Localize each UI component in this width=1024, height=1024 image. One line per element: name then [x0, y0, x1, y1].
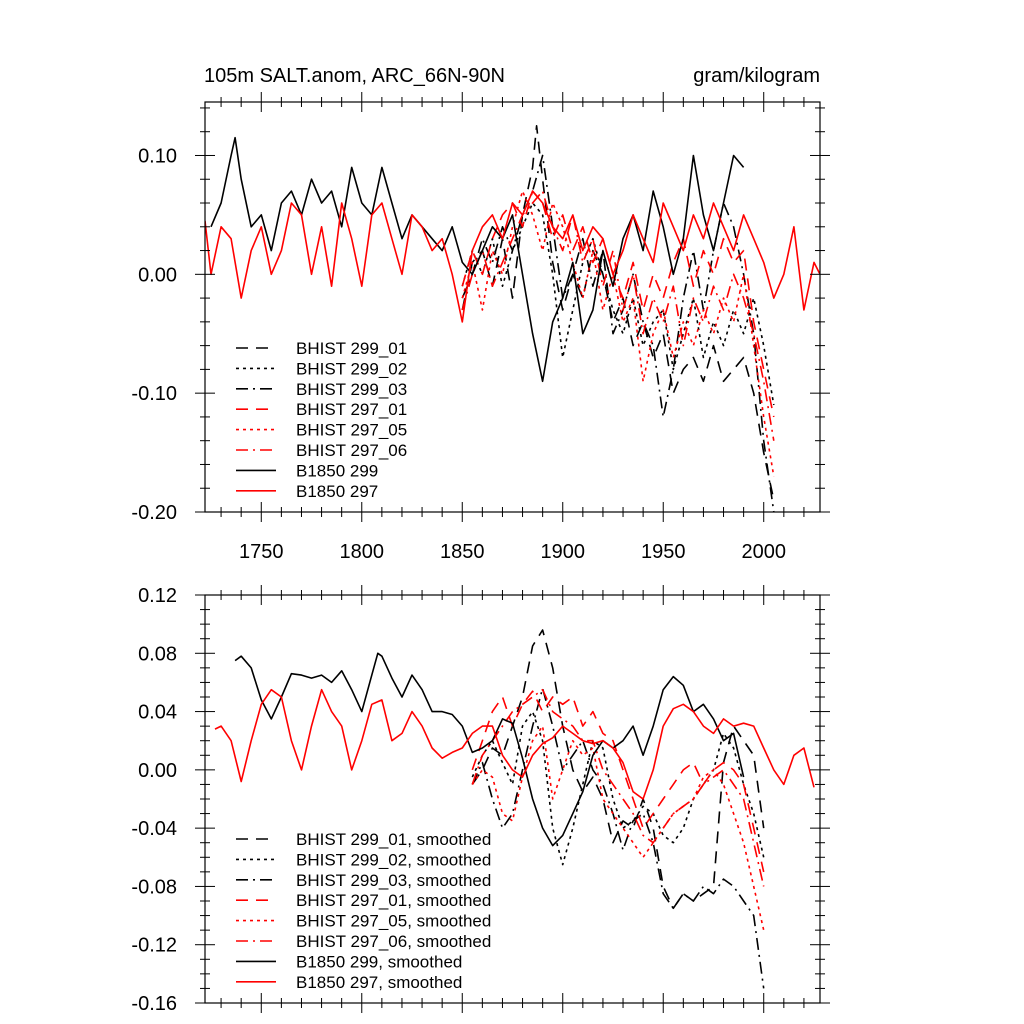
- bottom-legend-label-2: BHIST 299_02, smoothed: [296, 850, 491, 869]
- chart-title: 105m SALT.anom, ARC_66N-90N: [204, 65, 505, 87]
- top-x-tick-label: 2000: [741, 541, 786, 563]
- bottom-legend-label-8: B1850 297, smoothed: [296, 973, 462, 992]
- bottom-panel: -0.16 -0.12 -0.08 -0.04 0.00 0.04 0.08 0.12 BHIS…: [131, 585, 830, 1015]
- bottom-y-tick-label: 0.00: [138, 760, 177, 782]
- bottom-y-tick-label: 0.04: [138, 702, 177, 724]
- bottom-legend-label-5: BHIST 297_05, smoothed: [296, 912, 491, 931]
- bottom-series-group: [214, 629, 815, 989]
- top-legend-label-8: B1850 297: [296, 482, 378, 501]
- bottom-legend-label-7: B1850 299, smoothed: [296, 952, 462, 971]
- bottom-series-line-3: [471, 687, 765, 989]
- top-series-line-8: [205, 190, 820, 323]
- top-legend-label-6: BHIST 297_06: [296, 441, 407, 460]
- bottom-series-line-2: [471, 710, 765, 866]
- top-plot-frame: [204, 101, 821, 513]
- top-panel: 1750 1800 1850 1900 1950 2000 -0.20 -0.10 0.00 0.…: [131, 92, 830, 563]
- top-legend-label-1: BHIST 299_01: [296, 339, 407, 358]
- top-x-tick-label: 1850: [440, 541, 485, 563]
- bottom-y-tick-label: -0.04: [131, 818, 177, 840]
- top-series-line-1: [461, 125, 775, 501]
- top-legend-label-4: BHIST 297_01: [296, 400, 407, 419]
- bottom-series-line-8: [214, 688, 815, 800]
- top-y-tick-label: 0.10: [138, 145, 177, 167]
- top-y-tick-label: 0.00: [138, 264, 177, 286]
- bottom-legend-label-6: BHIST 297_06, smoothed: [296, 932, 491, 951]
- bottom-series-line-1: [471, 629, 765, 910]
- bottom-y-tick-label: -0.08: [131, 876, 177, 898]
- bottom-series-line-7: [234, 652, 745, 847]
- top-y-tick-label: -0.20: [131, 502, 177, 524]
- top-x-tick-label: 1800: [340, 541, 385, 563]
- top-y-tick-label: -0.10: [131, 383, 177, 405]
- top-series-line-7: [210, 136, 745, 383]
- bottom-legend-label-1: BHIST 299_01, smoothed: [296, 830, 491, 849]
- bottom-series-line-6: [471, 688, 765, 887]
- top-series-line-4: [461, 190, 775, 418]
- bottom-y-tick-label: -0.16: [131, 993, 177, 1015]
- top-series-line-6: [461, 190, 775, 441]
- top-legend-label-3: BHIST 299_03: [296, 380, 407, 399]
- bottom-legend-label-4: BHIST 297_01, smoothed: [296, 891, 491, 910]
- bottom-y-tick-label: 0.08: [138, 643, 177, 665]
- top-x-tick-label: 1950: [641, 541, 686, 563]
- top-legend-label-2: BHIST 299_02: [296, 359, 407, 378]
- bottom-y-tick-label: -0.12: [131, 935, 177, 957]
- units-label: gram/kilogram: [693, 65, 820, 87]
- top-x-tick-label: 1750: [239, 541, 284, 563]
- bottom-series-line-4: [471, 690, 765, 873]
- bottom-y-tick-label: 0.12: [138, 585, 177, 607]
- top-series-group: [205, 125, 820, 512]
- top-legend-label-7: B1850 299: [296, 461, 378, 480]
- top-x-tick-label: 1900: [540, 541, 585, 563]
- bottom-legend-label-3: BHIST 299_03, smoothed: [296, 871, 491, 890]
- top-legend-label-5: BHIST 297_05: [296, 421, 407, 440]
